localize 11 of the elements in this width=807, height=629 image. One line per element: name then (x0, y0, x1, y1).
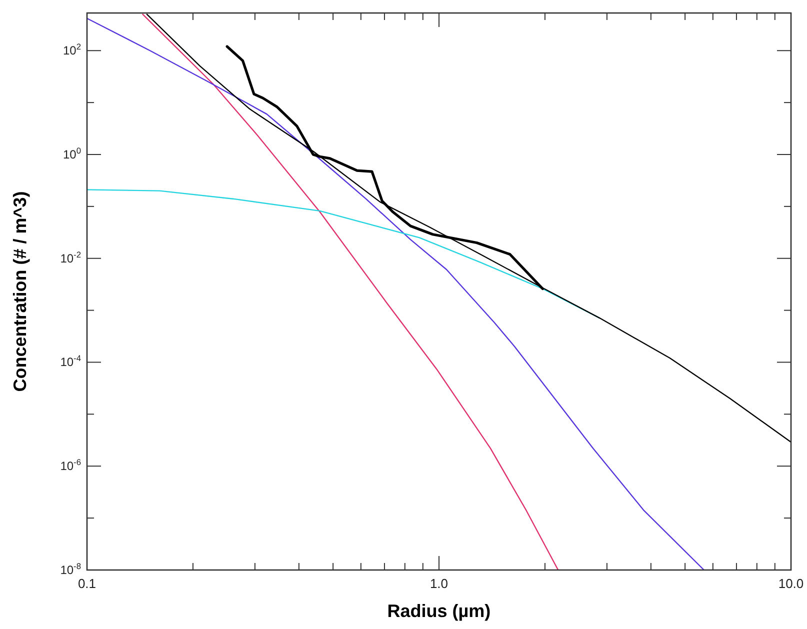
x-tick-label: 0.1 (78, 576, 96, 591)
y-tick-label: 10$^{0}$ (62, 145, 82, 162)
y-axis-title: Concentration (# / m^3) (10, 191, 30, 392)
y-tick-label: 10$^{-6}$ (60, 457, 82, 474)
x-axis-title: Radius (µm) (387, 601, 491, 621)
x-tick-label: 1.0 (430, 576, 448, 591)
y-tick-label: 10$^{-2}$ (60, 249, 82, 266)
x-tick-label: 10.0 (778, 576, 804, 591)
y-tick-label: 10$^{-4}$ (60, 353, 82, 370)
y-tick-label: 10$^{2}$ (62, 42, 82, 58)
y-tick-label: 10$^{-8}$ (60, 561, 82, 577)
